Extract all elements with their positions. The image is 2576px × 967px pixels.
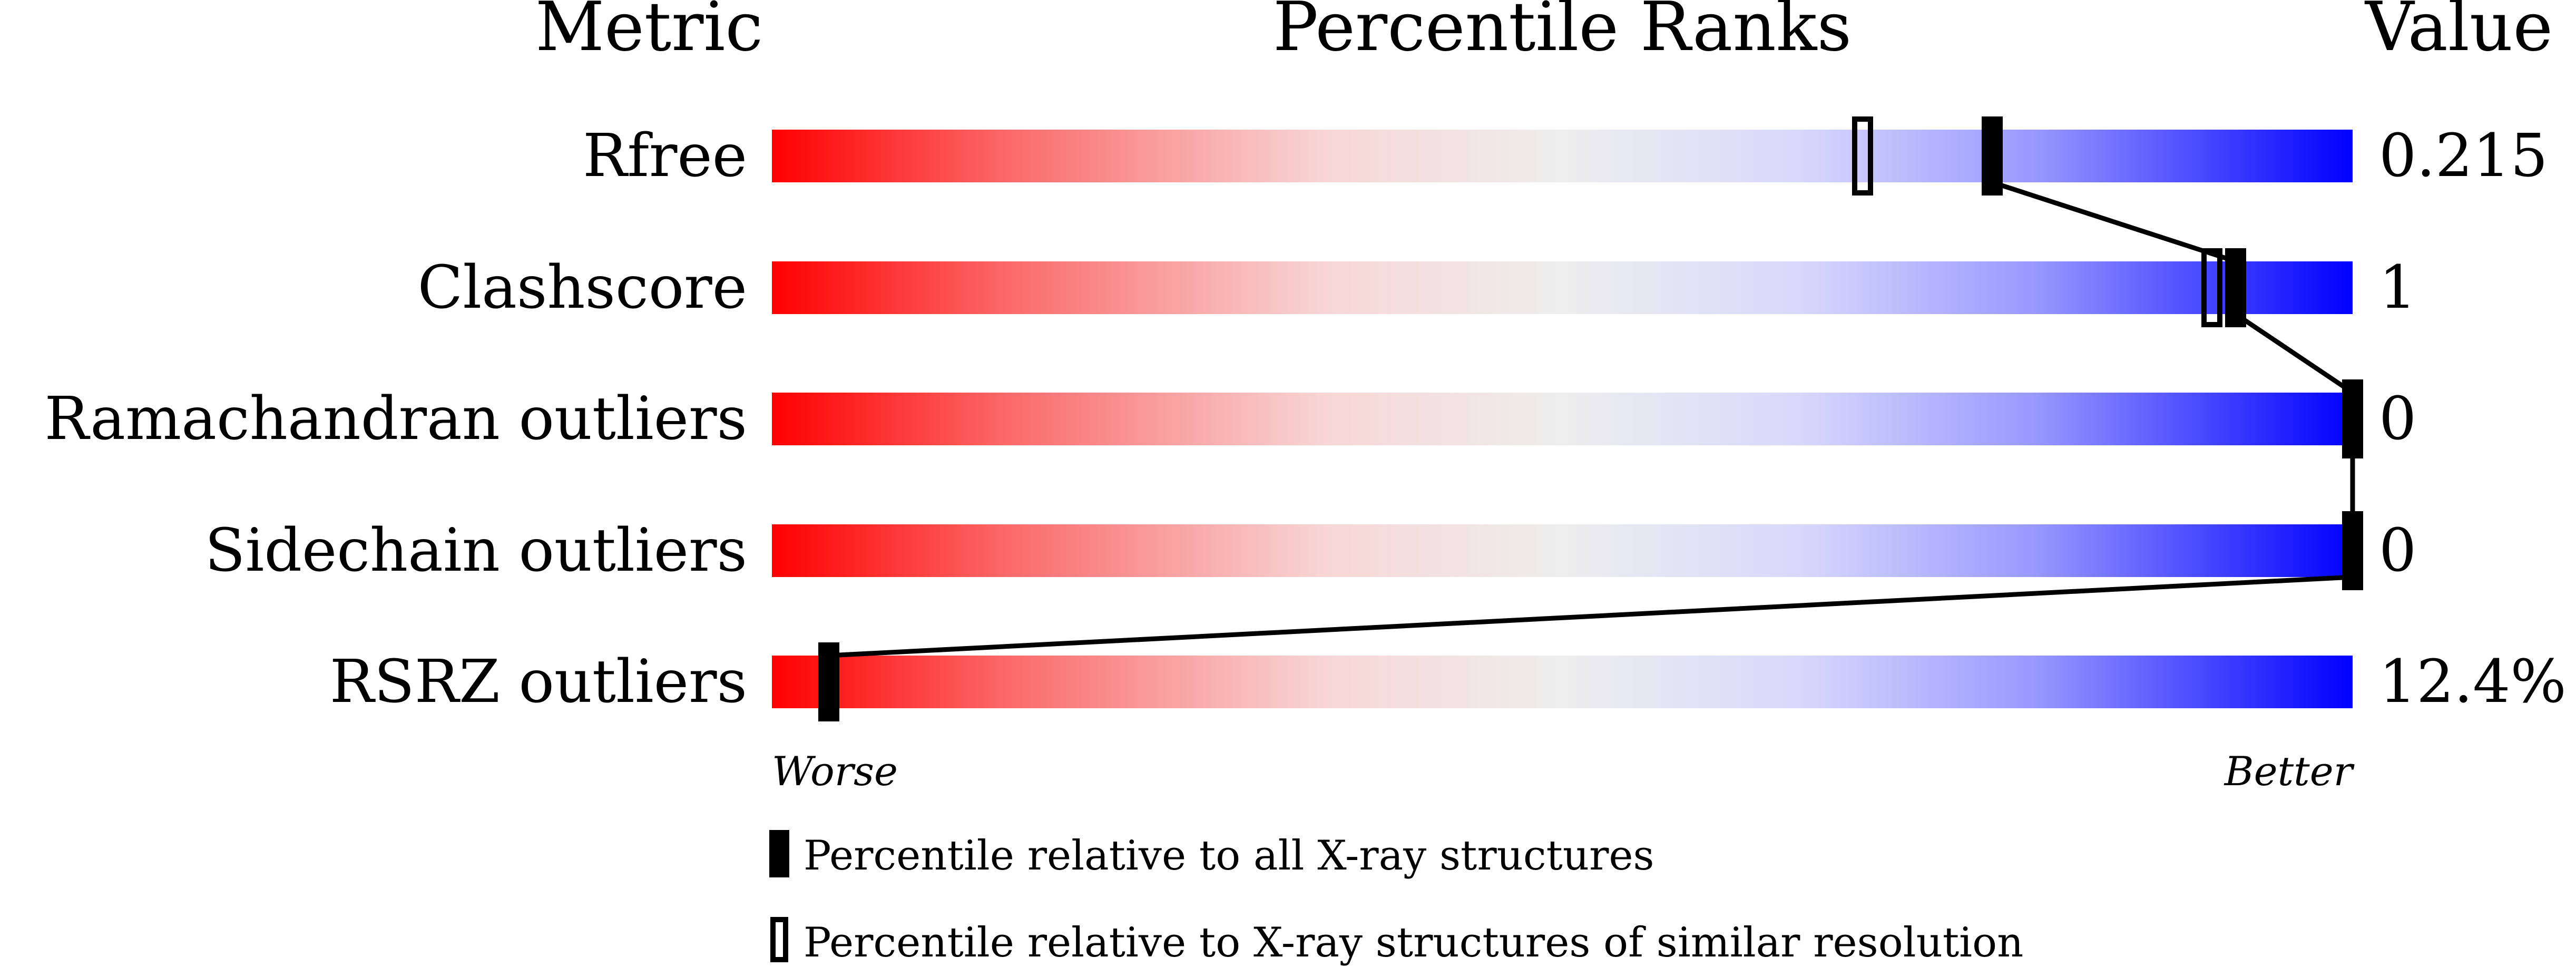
percentile-bar (772, 524, 2353, 577)
axis-better-label: Better (2224, 748, 2355, 795)
all-structures-marker (1982, 116, 2003, 196)
all-structures-marker (2225, 248, 2246, 327)
legend-open-label: Percentile relative to X-ray structures … (804, 919, 2023, 966)
header-percentile-ranks: Percentile Ranks (1273, 0, 1852, 66)
header-value: Value (2364, 0, 2553, 66)
percentile-bar (772, 656, 2353, 708)
metric-value: 0 (2379, 385, 2416, 453)
metric-value: 12.4% (2379, 648, 2567, 716)
metric-label: Rfree (583, 122, 747, 190)
metric-value: 0 (2379, 516, 2416, 585)
axis-worse-label: Worse (772, 748, 898, 795)
metric-value: 0.215 (2379, 122, 2548, 190)
similar-resolution-marker (2201, 248, 2222, 327)
connector-line (1991, 180, 2237, 264)
legend-open-marker-icon (770, 917, 788, 962)
similar-resolution-marker (1852, 116, 1873, 196)
percentile-bar (772, 261, 2353, 314)
all-structures-marker (2342, 511, 2363, 590)
percentile-bar (772, 130, 2353, 182)
metric-label: Clashscore (418, 253, 747, 322)
legend-filled-marker-icon (769, 830, 789, 877)
metric-value: 1 (2379, 253, 2416, 322)
header-metric: Metric (535, 0, 763, 66)
metric-label: Sidechain outliers (205, 516, 747, 585)
connector-line (2234, 312, 2354, 395)
legend-filled-label: Percentile relative to all X-ray structu… (804, 832, 1654, 880)
percentile-bar (772, 393, 2353, 445)
connector-line (828, 574, 2353, 658)
metric-label: RSRZ outliers (330, 648, 747, 716)
all-structures-marker (818, 642, 839, 721)
all-structures-marker (2342, 379, 2363, 458)
metric-label: Ramachandran outliers (44, 385, 747, 453)
